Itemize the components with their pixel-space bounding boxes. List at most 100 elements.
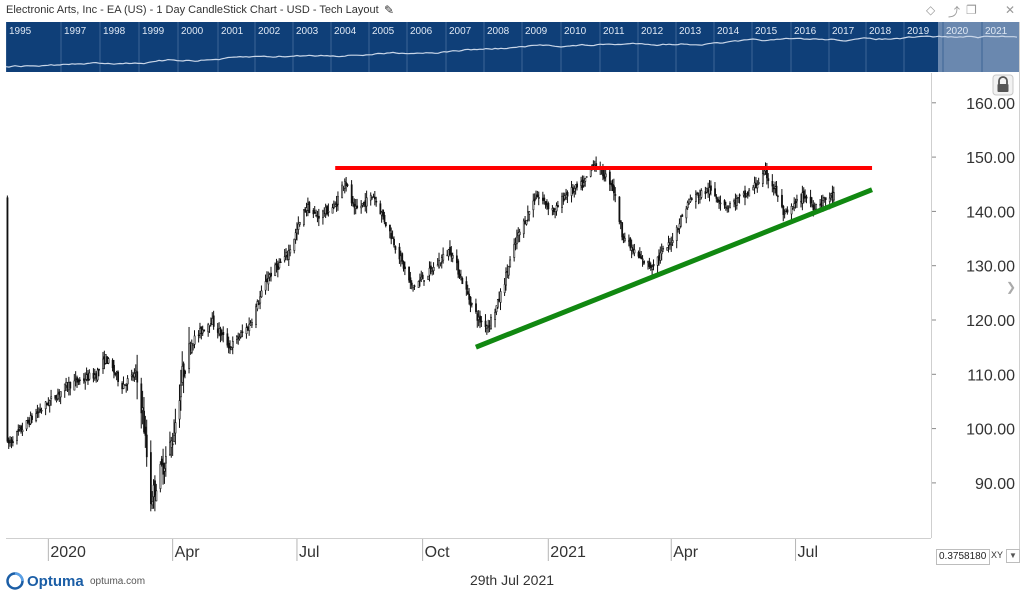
candle-body (771, 181, 774, 187)
candle-body (203, 329, 206, 332)
candle-body (697, 195, 700, 198)
candle (126, 375, 129, 391)
candle-body (449, 247, 451, 254)
time-tick-label: Jul (299, 544, 319, 561)
price-tick-label: 100.00 (966, 422, 1015, 439)
chevron-right-icon[interactable]: ❯ (1006, 280, 1017, 294)
candle (304, 206, 307, 213)
time-axis[interactable]: 2020 Apr Jul Oct 2021 Apr Jul (6, 538, 931, 563)
price-tick-label: 90.00 (975, 476, 1015, 493)
candle (296, 222, 298, 241)
candle (341, 181, 344, 199)
candle-body (354, 205, 357, 209)
diamond-icon[interactable]: ◇ (926, 3, 936, 17)
candle-body (353, 203, 356, 208)
chevron-down-icon[interactable]: ▼ (1006, 549, 1020, 563)
candle-body (648, 261, 651, 267)
candle (685, 205, 688, 224)
candle-body (312, 209, 315, 215)
candle (200, 326, 203, 340)
pin-icon[interactable]: ⤴ (948, 5, 961, 19)
price-chart[interactable] (6, 73, 931, 538)
candle-body (552, 208, 555, 213)
candle (432, 262, 435, 275)
candle-body (752, 186, 755, 191)
candle-body (363, 201, 365, 204)
overview-year-label: 1999 (142, 26, 165, 37)
lock-icon[interactable] (992, 74, 1014, 96)
candle-body (145, 434, 148, 458)
candle (477, 310, 480, 327)
overview-year-label: 2012 (641, 26, 664, 37)
candle-body (457, 260, 460, 275)
price-axis[interactable]: 90.00 100.00 110.00 120.00 130.00 140.00 150.0… (931, 73, 1019, 538)
candle (423, 280, 425, 286)
overview-navigator[interactable]: 1995 1997 1998 1999 2000 2001 2002 2003 2004 2005… (6, 22, 1019, 72)
overview-year-label: 2000 (181, 26, 204, 37)
candle-body (346, 184, 349, 186)
candle-body (342, 185, 345, 188)
candle (410, 280, 413, 290)
candle (369, 192, 372, 206)
candle (776, 194, 779, 202)
candle (649, 262, 652, 271)
candle (621, 222, 624, 241)
restore-icon[interactable]: ❐ (966, 3, 977, 17)
price-tick-label: 140.00 (966, 204, 1015, 221)
candle (335, 195, 338, 212)
candle-body (226, 333, 229, 346)
candle (628, 234, 630, 247)
candle (240, 330, 242, 339)
candle (248, 317, 251, 336)
candle-body (162, 462, 165, 475)
candle-body (371, 196, 374, 199)
candle-body (289, 249, 292, 254)
candle-body (622, 236, 625, 241)
candle-body (499, 291, 502, 303)
candle (460, 269, 462, 281)
candle (106, 356, 109, 364)
candle-body (394, 246, 397, 250)
candle (327, 203, 330, 217)
candle-body (547, 203, 550, 210)
pencil-icon[interactable]: ✎ (384, 3, 395, 17)
overview-chart[interactable]: 1995 1997 1998 1999 2000 2001 2002 2003 2004 2005… (6, 22, 1019, 72)
candle-body (815, 204, 818, 210)
candle (103, 350, 106, 370)
candle-body (275, 263, 278, 268)
candle-body (293, 238, 296, 251)
candle-body (573, 188, 576, 192)
brand-site[interactable]: optuma.com (90, 576, 146, 587)
candle-body (144, 426, 147, 436)
candle (428, 261, 431, 282)
xy-mode-label[interactable]: XY (991, 550, 1004, 560)
candle-body (402, 261, 405, 269)
candle (178, 384, 181, 428)
candle-body (675, 226, 678, 241)
candle-body (613, 185, 615, 194)
candle (805, 194, 808, 204)
overview-year-label: 1997 (64, 26, 87, 37)
candle (28, 417, 31, 428)
price-tick-label: 150.00 (966, 150, 1015, 167)
candle-body (662, 248, 665, 250)
candle-body (279, 261, 282, 264)
overview-year-label: 2016 (794, 26, 817, 37)
candle (465, 276, 468, 296)
candle (163, 462, 166, 484)
candle (659, 246, 662, 264)
candle (268, 272, 271, 282)
candle (236, 335, 238, 344)
candle (189, 341, 192, 355)
candle (412, 285, 415, 292)
candle-body (316, 216, 319, 218)
candle (76, 375, 79, 388)
overview-year-label: 2002 (258, 26, 281, 37)
candle (201, 325, 204, 336)
candle-body (88, 372, 91, 380)
close-icon[interactable]: ✕ (1005, 3, 1016, 17)
candle (714, 182, 716, 197)
candle (259, 290, 262, 310)
candle-body (681, 214, 684, 217)
candle-body (796, 198, 798, 202)
